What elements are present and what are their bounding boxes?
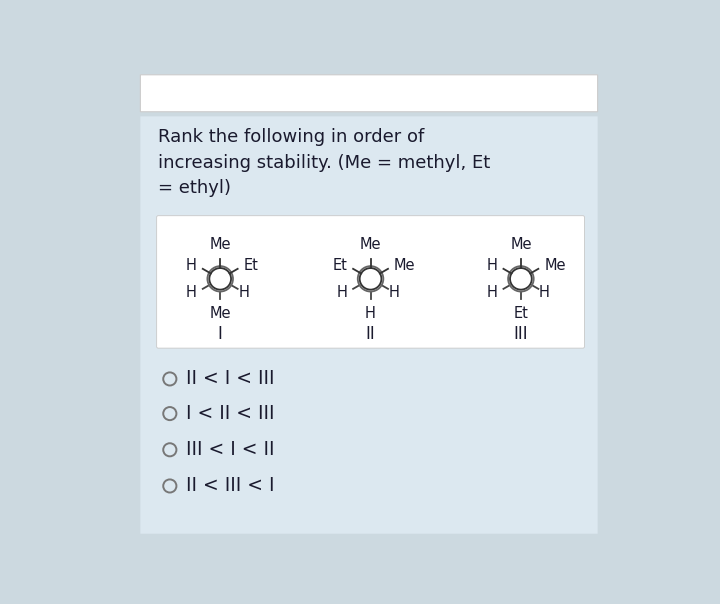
FancyBboxPatch shape: [140, 117, 598, 534]
Text: H: H: [336, 285, 347, 300]
Text: Me: Me: [394, 258, 415, 273]
Text: H: H: [539, 285, 550, 300]
Text: Me: Me: [210, 237, 231, 252]
Text: I < II < III: I < II < III: [186, 404, 274, 423]
FancyBboxPatch shape: [157, 216, 585, 348]
Text: II: II: [366, 325, 375, 343]
Text: H: H: [186, 285, 197, 300]
Text: III < I < II: III < I < II: [186, 440, 274, 459]
Text: Et: Et: [243, 258, 258, 273]
Text: Me: Me: [360, 237, 382, 252]
Text: H: H: [238, 285, 249, 300]
Circle shape: [360, 268, 382, 290]
Circle shape: [210, 268, 231, 290]
Text: Et: Et: [332, 258, 347, 273]
Text: III: III: [513, 325, 528, 343]
Text: Me: Me: [510, 237, 531, 252]
Text: Rank the following in order of
increasing stability. (Me = methyl, Et
= ethyl): Rank the following in order of increasin…: [158, 128, 490, 198]
Text: II < III < I: II < III < I: [186, 477, 274, 495]
Text: H: H: [389, 285, 400, 300]
Text: H: H: [487, 258, 498, 273]
Text: Me: Me: [210, 306, 231, 321]
Text: H: H: [487, 285, 498, 300]
Circle shape: [510, 268, 532, 290]
Text: Me: Me: [544, 258, 566, 273]
FancyBboxPatch shape: [140, 75, 598, 112]
Text: H: H: [365, 306, 376, 321]
Text: H: H: [186, 258, 197, 273]
Text: I: I: [217, 325, 222, 343]
Text: II < I < III: II < I < III: [186, 370, 274, 388]
Text: Et: Et: [513, 306, 528, 321]
